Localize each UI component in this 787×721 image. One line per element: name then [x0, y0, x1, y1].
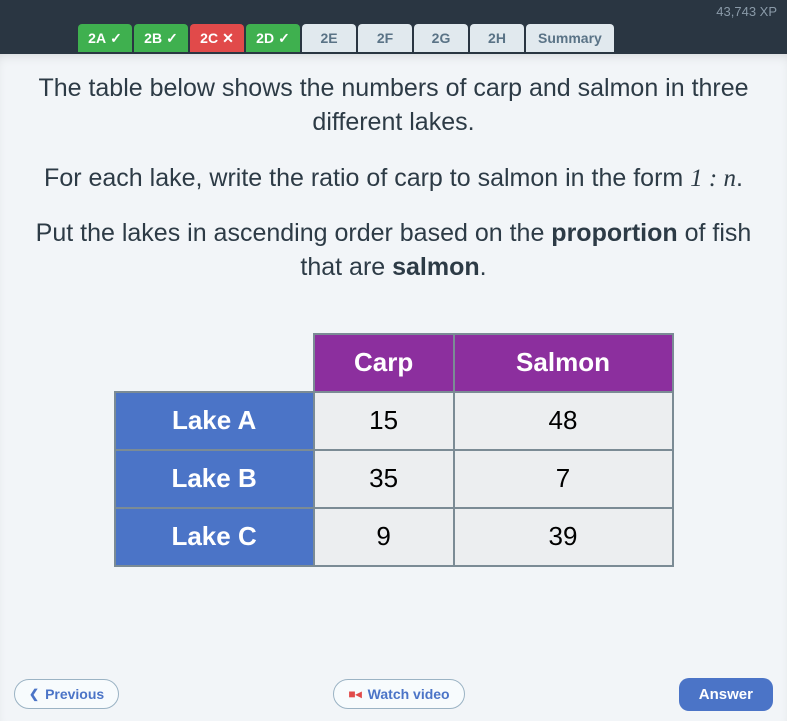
tab-2g[interactable]: 2G — [414, 24, 468, 52]
check-icon: ✓ — [110, 30, 122, 47]
answer-button[interactable]: Answer — [679, 678, 773, 711]
cell-b-salmon: 7 — [454, 450, 673, 508]
fish-table: Carp Salmon Lake A 15 48 Lake B 35 7 Lak… — [114, 333, 674, 567]
check-icon: ✓ — [278, 30, 290, 47]
question-paragraph-3: Put the lakes in ascending order based o… — [22, 217, 765, 285]
chevron-left-icon: ❮ — [29, 687, 39, 701]
tab-2f[interactable]: 2F — [358, 24, 412, 52]
cell-b-carp: 35 — [314, 450, 454, 508]
tab-2d[interactable]: 2D ✓ — [246, 24, 300, 52]
cell-a-carp: 15 — [314, 392, 454, 450]
row-label-c: Lake C — [115, 508, 314, 566]
previous-button[interactable]: ❮ Previous — [14, 679, 119, 709]
row-label-a: Lake A — [115, 392, 314, 450]
check-icon: ✓ — [166, 30, 178, 47]
watch-video-button[interactable]: ■◂ Watch video — [333, 679, 464, 709]
tab-2c[interactable]: 2C ✕ — [190, 24, 244, 52]
data-table-wrap: Carp Salmon Lake A 15 48 Lake B 35 7 Lak… — [114, 333, 674, 567]
question-tabs: 2A ✓ 2B ✓ 2C ✕ 2D ✓ 2E 2F 2G 2H Summary — [0, 24, 787, 54]
cell-c-carp: 9 — [314, 508, 454, 566]
tab-2e[interactable]: 2E — [302, 24, 356, 52]
table-row: Lake C 9 39 — [115, 508, 673, 566]
tab-2a[interactable]: 2A ✓ — [78, 24, 132, 52]
col-header-salmon: Salmon — [454, 334, 673, 392]
table-header-row: Carp Salmon — [115, 334, 673, 392]
question-paragraph-1: The table below shows the numbers of car… — [22, 72, 765, 140]
content-area: The table below shows the numbers of car… — [0, 54, 787, 721]
tab-2b[interactable]: 2B ✓ — [134, 24, 188, 52]
cross-icon: ✕ — [222, 30, 234, 47]
tab-summary[interactable]: Summary — [526, 24, 614, 52]
question-paragraph-2: For each lake, write the ratio of carp t… — [22, 162, 765, 196]
cell-a-salmon: 48 — [454, 392, 673, 450]
cell-c-salmon: 39 — [454, 508, 673, 566]
table-corner — [115, 334, 314, 392]
col-header-carp: Carp — [314, 334, 454, 392]
tab-2h[interactable]: 2H — [470, 24, 524, 52]
video-icon: ■◂ — [348, 687, 361, 701]
row-label-b: Lake B — [115, 450, 314, 508]
table-row: Lake A 15 48 — [115, 392, 673, 450]
table-row: Lake B 35 7 — [115, 450, 673, 508]
bottom-bar: ❮ Previous ■◂ Watch video Answer — [0, 673, 787, 721]
xp-label: 43,743 XP — [716, 4, 777, 19]
top-status-bar: 43,743 XP — [0, 0, 787, 24]
